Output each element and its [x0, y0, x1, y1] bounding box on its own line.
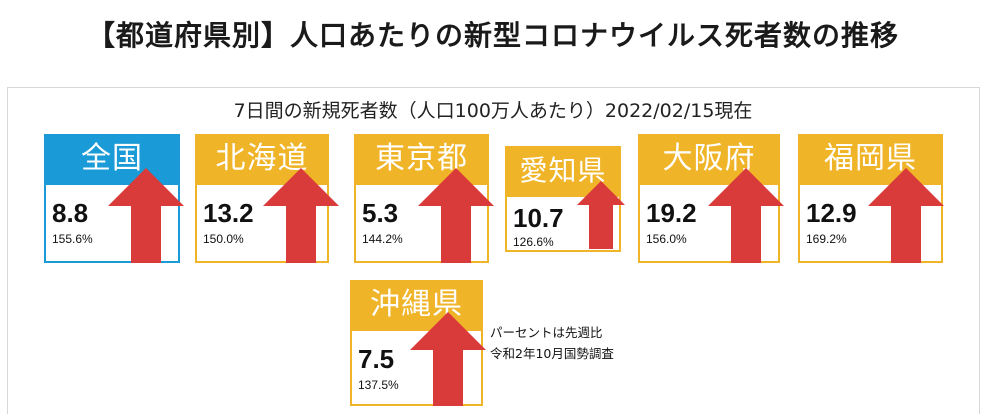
- card-change: 144.2%: [362, 232, 403, 246]
- card-change: 156.0%: [646, 232, 687, 246]
- card-change: 155.6%: [52, 232, 93, 246]
- footnote-percent: パーセントは先週比: [490, 325, 603, 340]
- card-value: 12.9: [806, 198, 857, 228]
- card-value: 10.7: [513, 203, 564, 233]
- card-name: 福岡県: [800, 136, 941, 185]
- card-change: 126.6%: [513, 235, 554, 249]
- card-change: 169.2%: [806, 232, 847, 246]
- card-okinawa: 沖縄県 7.5 137.5%: [350, 280, 483, 406]
- up-arrow-icon: [577, 181, 625, 249]
- up-arrow-icon: [410, 312, 486, 406]
- card-name: 大阪府: [640, 136, 778, 185]
- up-arrow-icon: [418, 168, 494, 263]
- card-value: 8.8: [52, 198, 89, 228]
- up-arrow-icon: [868, 168, 944, 263]
- card-value: 7.5: [358, 344, 395, 374]
- up-arrow-icon: [108, 168, 184, 263]
- card-value: 13.2: [203, 198, 254, 228]
- card-name: 全国: [46, 136, 178, 185]
- page-title: 【都道府県別】人口あたりの新型コロナウイルス死者数の推移: [86, 19, 899, 52]
- footnote-census: 令和2年10月国勢調査: [490, 346, 614, 361]
- card-change: 137.5%: [358, 378, 399, 392]
- up-arrow-icon: [708, 168, 784, 263]
- card-value: 19.2: [646, 198, 697, 228]
- chart-subtitle: 7日間の新規死者数（人口100万人あたり）2022/02/15現在: [233, 100, 753, 122]
- card-change: 150.0%: [203, 232, 244, 246]
- footnote: パーセントは先週比 令和2年10月国勢調査: [490, 322, 614, 364]
- card-value: 5.3: [362, 198, 399, 228]
- up-arrow-icon: [263, 168, 339, 263]
- card-name: 東京都: [356, 136, 487, 185]
- card-national: 全国 8.8 155.6%: [44, 134, 180, 263]
